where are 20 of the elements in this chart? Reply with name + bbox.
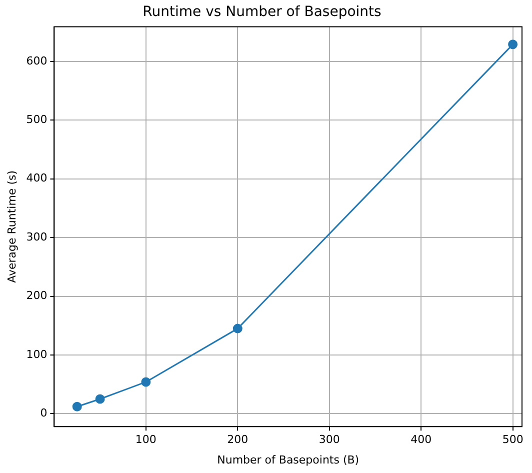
y-tick-label: 300 — [26, 230, 48, 244]
point — [232, 324, 242, 334]
x-tick-label: 300 — [318, 433, 340, 446]
y-tick-label: 500 — [26, 113, 48, 126]
point — [508, 40, 518, 50]
y-tick-label: 600 — [26, 54, 48, 68]
y-tick-label: 0 — [40, 406, 48, 420]
x-tick-label: 500 — [502, 433, 524, 446]
y-axis-title: Average Runtime (s) — [5, 170, 18, 283]
point — [72, 402, 82, 412]
y-tick-label: 200 — [26, 289, 48, 302]
chart-title: Runtime vs Number of Basepoints — [142, 4, 382, 20]
y-tick-label: 400 — [26, 172, 48, 185]
point — [141, 377, 151, 387]
x-tick-label: 100 — [135, 433, 156, 446]
x-tick-label: 400 — [410, 433, 432, 446]
x-axis-title: Number of Basepoints (B) — [217, 453, 360, 466]
x-tick-label: 200 — [227, 433, 248, 446]
point — [95, 394, 105, 404]
y-tick-label: 100 — [26, 348, 48, 361]
